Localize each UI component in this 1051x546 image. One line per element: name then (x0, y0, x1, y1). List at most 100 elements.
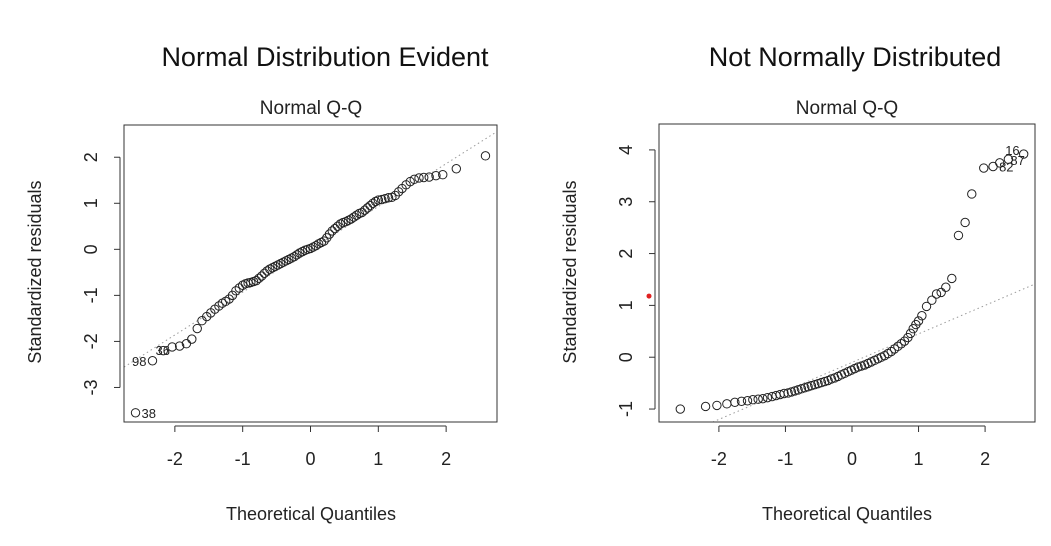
left-data-point (270, 261, 280, 272)
left-y-tick-label: 1 (81, 198, 101, 208)
right-data-point (779, 388, 789, 399)
left-data-point (130, 408, 141, 418)
left-data-point (273, 260, 283, 270)
right-data-point (927, 295, 937, 305)
left-point-label: 38 (142, 406, 156, 421)
left-data-point (377, 194, 387, 205)
right-data-point (893, 341, 903, 352)
left-data-point (192, 323, 202, 334)
left-reference-line (124, 131, 497, 368)
right-data-point (941, 282, 951, 292)
left-data-point (343, 215, 354, 226)
right-x-tick-label: 2 (980, 449, 990, 469)
right-data-point (979, 163, 989, 173)
left-data-point (278, 257, 289, 267)
right-plot-title: Normal Q-Q (796, 98, 898, 119)
right-point-label: 87 (1010, 153, 1024, 168)
left-plot-title: Normal Q-Q (260, 98, 362, 119)
left-data-point (174, 341, 185, 351)
right-data-point (913, 316, 924, 326)
right-data-point (995, 158, 1005, 168)
right-data-point (722, 399, 732, 409)
left-data-point (324, 229, 335, 239)
right-data-point (921, 301, 932, 312)
left-y-tick-label: 2 (81, 152, 101, 162)
right-data-point (1003, 154, 1014, 164)
left-data-point (262, 266, 272, 276)
left-y-tick-label: -1 (81, 287, 101, 303)
right-x-axis-label: Theoretical Quantiles (762, 504, 932, 524)
right-data-point (742, 396, 753, 406)
right-data-point (953, 230, 964, 241)
right-data-point (936, 287, 946, 298)
right-data-point (917, 311, 927, 321)
right-data-point (947, 273, 957, 284)
left-data-point (158, 345, 169, 356)
right-y-tick-label: 2 (616, 249, 636, 259)
right-y-axis-label: Standardized residuals (560, 180, 580, 363)
left-data-point (237, 280, 248, 290)
right-data-point (889, 344, 900, 354)
left-data-point (431, 170, 441, 181)
left-data-point (281, 256, 291, 266)
right-plot-frame (658, 123, 1036, 423)
left-data-point (181, 339, 192, 349)
left-y-tick-label: 0 (81, 244, 101, 254)
right-x-tick-label: -1 (777, 449, 793, 469)
right-data-point (896, 339, 906, 349)
left-data-point (409, 174, 419, 185)
right-data-point (886, 346, 896, 357)
right-data-point (931, 289, 942, 299)
left-data-point (480, 151, 491, 161)
left-data-point (438, 170, 448, 180)
left-data-point (251, 275, 261, 286)
right-data-point (730, 397, 740, 408)
left-data-point (351, 210, 362, 220)
left-data-point (360, 205, 370, 215)
left-chart-heading: Normal Distribution Evident (161, 42, 489, 72)
right-y-tick-label: 1 (616, 300, 636, 310)
left-data-point (362, 203, 373, 213)
right-point-label: 82 (999, 159, 1013, 174)
left-data-point (286, 253, 297, 263)
left-data-point (451, 164, 462, 174)
left-data-point (380, 193, 390, 204)
right-data-point (960, 217, 970, 228)
right-data-point (1018, 149, 1029, 159)
left-data-point (383, 193, 394, 203)
right-x-tick-label: 1 (914, 449, 924, 469)
left-data-point (311, 240, 321, 251)
right-chart-heading: Not Normally Distributed (708, 42, 1002, 72)
left-x-tick-label: 0 (305, 449, 315, 469)
left-data-point (256, 271, 267, 281)
right-data-point (748, 395, 758, 405)
left-data-point (373, 195, 384, 205)
right-y-tick-label: -1 (616, 401, 636, 417)
left-data-point (297, 246, 308, 257)
left-data-point (305, 243, 316, 254)
right-data-point (758, 393, 768, 404)
left-x-tick-label: -1 (235, 449, 251, 469)
left-x-tick-label: -2 (167, 449, 183, 469)
right-data-point (753, 394, 763, 404)
right-data-point (712, 400, 722, 411)
left-data-point (341, 216, 351, 227)
left-data-point (254, 273, 264, 284)
left-data-point (319, 236, 329, 246)
left-data-point (335, 219, 346, 229)
right-x-tick-label: -2 (711, 449, 727, 469)
left-point-label: 98 (132, 354, 146, 369)
right-data-point (700, 401, 711, 412)
left-data-point (167, 342, 177, 352)
left-data-point (294, 248, 305, 258)
left-data-point (265, 264, 275, 274)
left-x-tick-label: 2 (441, 449, 451, 469)
right-point-label: 16 (1005, 143, 1019, 158)
right-reference-line (711, 283, 1035, 422)
left-y-tick-label: -3 (81, 379, 101, 395)
left-data-point (267, 263, 278, 273)
left-data-point (187, 334, 197, 344)
left-data-point (327, 226, 337, 236)
